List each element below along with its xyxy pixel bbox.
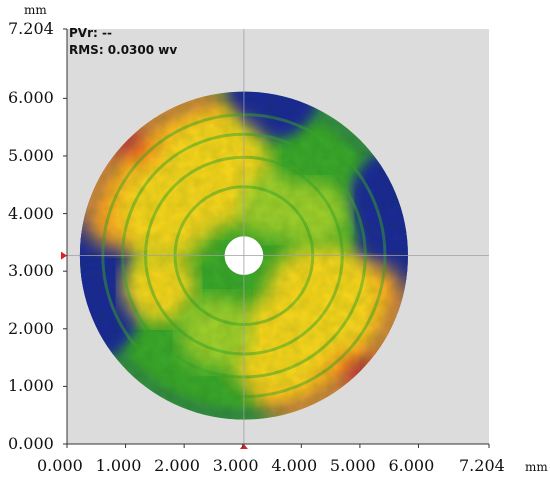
x-axis-ticks — [66, 443, 490, 448]
column-marker-icon[interactable] — [239, 444, 248, 449]
x-tick-label: 7.204 — [459, 456, 505, 475]
y-tick-label: 5.000 — [8, 145, 54, 165]
y-tick-label: 4.000 — [8, 203, 54, 223]
y-tick-label: 0.000 — [8, 434, 54, 453]
x-tick-label: 0.000 — [37, 456, 83, 475]
x-tick-label: 1.000 — [95, 456, 142, 475]
x-tick-label: 3.000 — [212, 456, 259, 475]
y-axis-unit: mm — [24, 3, 47, 17]
y-tick-label: 7.204 — [8, 19, 54, 38]
rms-readout: RMS: 0.0300 wv — [69, 43, 178, 57]
y-tick-label: 3.000 — [8, 261, 54, 281]
x-tick-label: 2.000 — [154, 456, 200, 475]
y-axis-ticks — [63, 28, 68, 445]
x-tick-label: 5.000 — [329, 456, 376, 475]
y-tick-label: 1.000 — [8, 376, 54, 396]
y-tick-label: 2.000 — [8, 318, 54, 338]
x-tick-label: 6.000 — [388, 456, 435, 475]
x-axis-unit: mm — [525, 460, 548, 474]
pvr-readout: PVr: -- — [69, 26, 112, 40]
x-tick-label: 4.000 — [271, 456, 318, 475]
row-marker-icon[interactable] — [61, 251, 67, 260]
y-tick-label: 6.000 — [8, 88, 54, 108]
